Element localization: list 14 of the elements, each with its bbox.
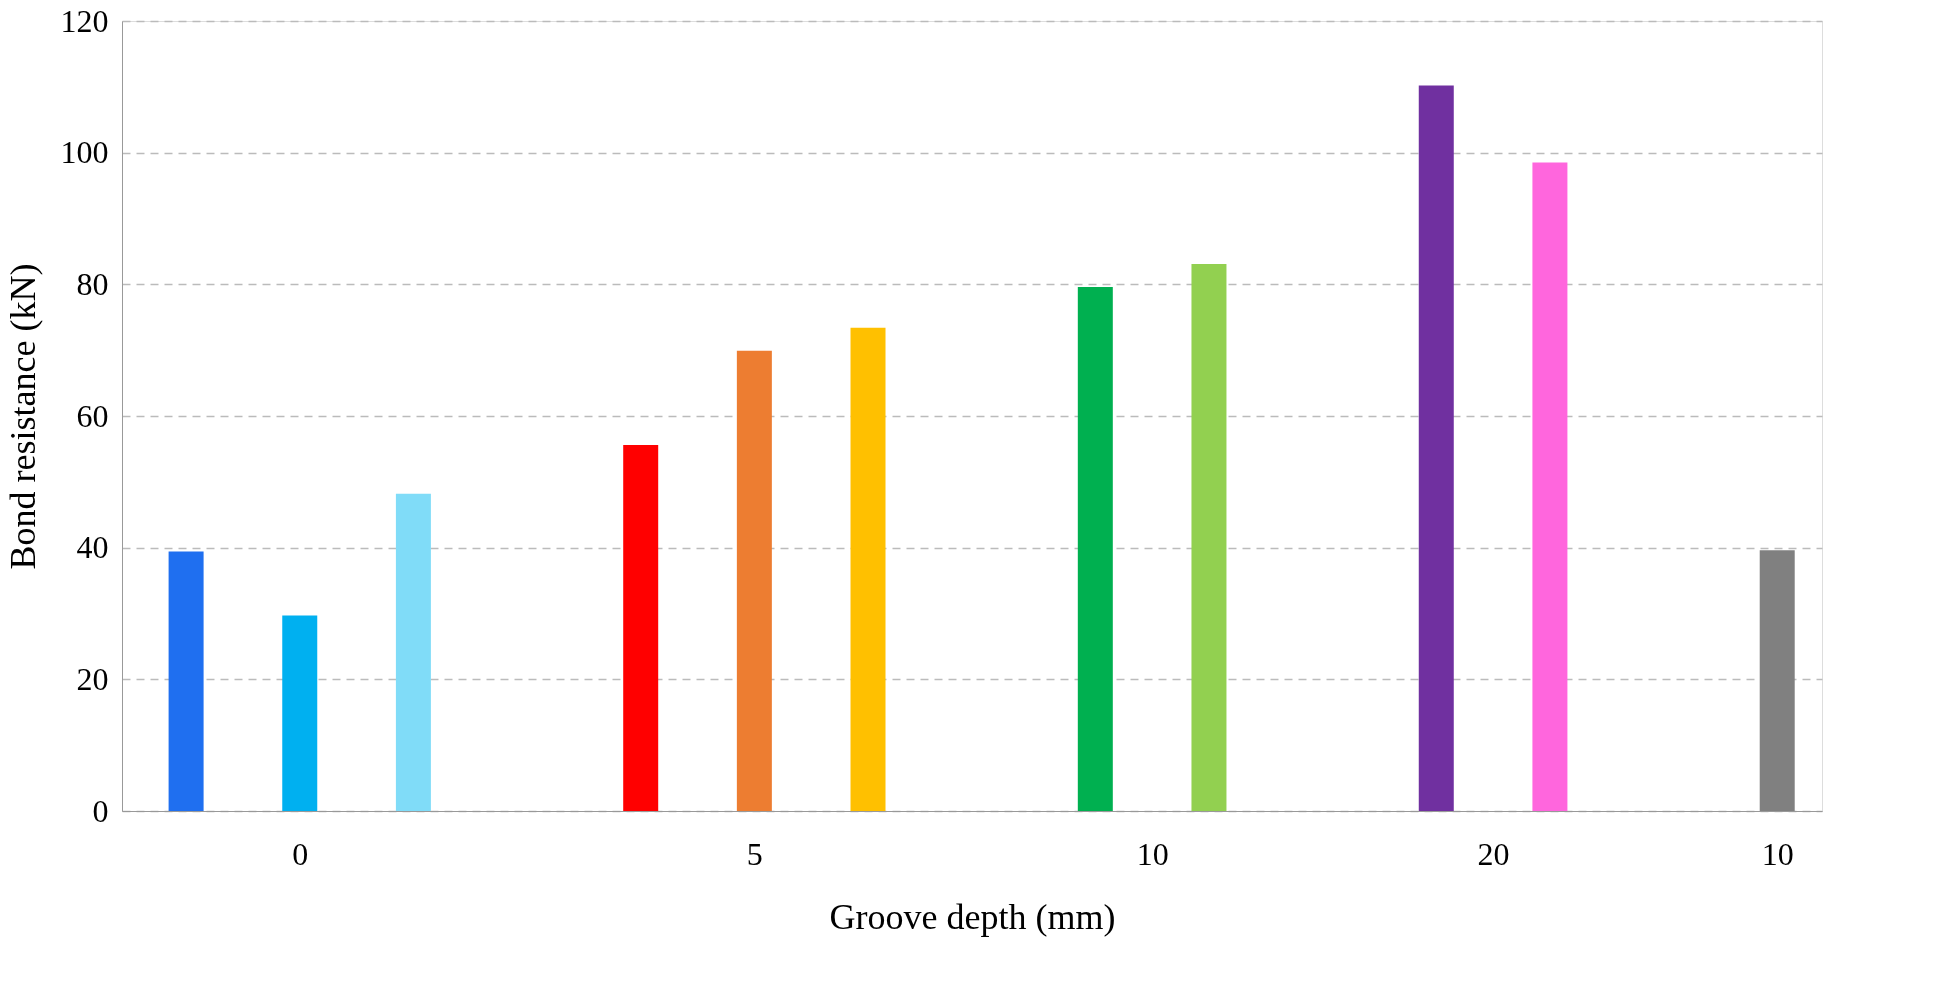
y-tick-label: 40 <box>76 529 109 566</box>
x-tick-label: 20 <box>1477 835 1510 872</box>
x-axis-title: Groove depth (mm) <box>829 896 1116 937</box>
y-tick-label: 60 <box>76 397 109 434</box>
y-tick-label: 100 <box>60 134 109 171</box>
y-tick-label: 80 <box>76 265 109 302</box>
y-axis-title: Bond resistance (kN) <box>2 263 43 570</box>
x-tick-label: 0 <box>292 835 309 872</box>
x-tick-label: 5 <box>746 835 763 872</box>
y-tick-label: 20 <box>76 660 109 697</box>
x-tick-label: 10 <box>1136 835 1169 872</box>
y-tick-label: 0 <box>92 792 109 829</box>
y-tick-label: 120 <box>60 2 109 39</box>
x-tick-label: 10 <box>1761 835 1794 872</box>
